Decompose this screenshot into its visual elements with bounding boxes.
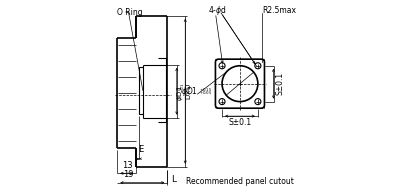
Bar <box>139 67 143 114</box>
Text: 13: 13 <box>122 161 133 169</box>
Text: $\phi$D1: $\phi$D1 <box>175 85 185 101</box>
Text: S±0.1: S±0.1 <box>228 118 251 127</box>
Text: Recommended panel cutout: Recommended panel cutout <box>186 177 294 186</box>
Text: S±0.1: S±0.1 <box>276 72 285 95</box>
Text: L: L <box>171 175 176 184</box>
Text: R2.5max: R2.5max <box>262 6 297 15</box>
Text: E: E <box>138 145 143 154</box>
Text: D×D: D×D <box>185 83 192 99</box>
Text: $\phi$D1: $\phi$D1 <box>181 85 199 98</box>
Text: $^{+0.15}_{+0.05}$: $^{+0.15}_{+0.05}$ <box>199 86 212 97</box>
Text: $^{\ \ 0}_{-0.1}$: $^{\ \ 0}_{-0.1}$ <box>177 82 187 93</box>
Text: 4-$\phi$d: 4-$\phi$d <box>208 4 227 17</box>
Text: 19: 19 <box>124 170 134 179</box>
Text: O Ring: O Ring <box>117 8 143 17</box>
